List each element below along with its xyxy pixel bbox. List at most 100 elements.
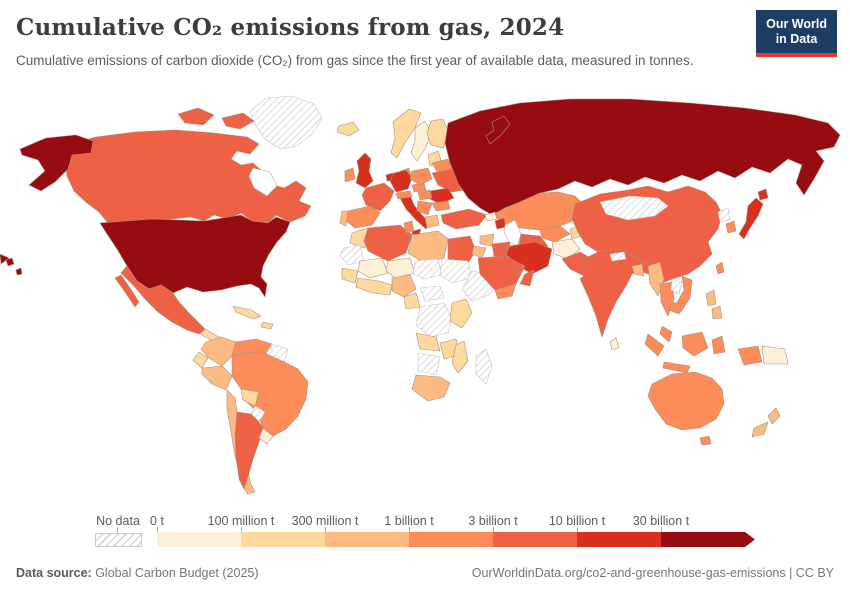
country-bangladesh[interactable] [631, 263, 645, 277]
country-australia[interactable] [647, 371, 725, 431]
country-dr-congo[interactable] [415, 302, 453, 338]
country-mozambique[interactable] [451, 340, 469, 374]
country-united-states-hawaii-1[interactable] [5, 257, 15, 267]
country-cambodia[interactable] [668, 301, 683, 315]
country-canada-arctic-1[interactable] [177, 107, 215, 126]
country-nigeria[interactable] [391, 274, 417, 298]
legend-bin[interactable] [241, 532, 325, 547]
region-kenya-tanzania[interactable] [449, 298, 473, 329]
country-uruguay[interactable] [258, 427, 274, 445]
region-balkans[interactable] [416, 200, 433, 216]
country-france[interactable] [361, 182, 395, 212]
country-chad[interactable] [412, 258, 443, 280]
country-germany[interactable] [389, 169, 413, 193]
owid-logo[interactable]: Our World in Data [756, 10, 837, 57]
country-egypt[interactable] [447, 235, 477, 264]
country-south-africa[interactable] [411, 374, 451, 402]
country-syria[interactable] [479, 233, 495, 247]
country-mexico-baja[interactable] [114, 274, 140, 308]
country-norway[interactable] [390, 108, 422, 159]
legend-bin[interactable] [577, 532, 661, 547]
country-laos[interactable] [670, 278, 683, 295]
country-sri-lanka[interactable] [609, 337, 620, 351]
country-spain[interactable] [343, 205, 381, 229]
country-uzbekistan[interactable] [539, 225, 571, 243]
country-poland[interactable] [409, 167, 433, 186]
country-vietnam[interactable] [675, 275, 693, 313]
country-finland[interactable] [426, 118, 450, 149]
country-greenland[interactable] [249, 95, 323, 150]
country-nepal[interactable] [609, 251, 627, 262]
country-portugal[interactable] [339, 210, 349, 227]
region-austria-switzerland[interactable] [395, 190, 413, 200]
country-argentina[interactable] [234, 411, 264, 490]
country-oman[interactable] [519, 269, 535, 287]
country-niger[interactable] [385, 257, 416, 279]
country-united-kingdom[interactable] [355, 152, 374, 189]
country-central-african-republic[interactable] [419, 285, 445, 302]
country-madagascar[interactable] [475, 348, 493, 385]
country-russia-chukotka-wrap[interactable] [0, 253, 10, 265]
country-philippines-luzon[interactable] [705, 289, 717, 307]
region-jordan-israel[interactable] [471, 245, 487, 259]
country-canada-arctic-2[interactable] [221, 112, 255, 130]
country-united-states-alaska[interactable] [19, 134, 94, 192]
country-afghanistan[interactable] [551, 238, 581, 260]
country-new-zealand-south[interactable] [751, 421, 769, 438]
country-greece[interactable] [424, 214, 440, 229]
country-peru[interactable] [201, 365, 233, 391]
country-algeria[interactable] [363, 224, 413, 262]
country-papua-new-guinea[interactable] [761, 345, 789, 365]
legend-bin[interactable] [325, 532, 409, 547]
legend-bin[interactable] [661, 532, 755, 547]
owid-link[interactable]: OurWorldinData.org/co2-and-greenhouse-ga… [471, 566, 834, 580]
country-australia-tasmania[interactable] [699, 435, 712, 446]
country-sudan[interactable] [439, 258, 473, 284]
country-sweden[interactable] [410, 120, 432, 162]
region-namibia-botswana[interactable] [417, 352, 441, 376]
country-malaysia[interactable] [659, 325, 673, 343]
country-mali[interactable] [357, 257, 389, 279]
region-western-sahara-mauritania[interactable] [339, 244, 365, 266]
region-west-africa-coast[interactable] [355, 277, 393, 296]
country-turkey[interactable] [440, 208, 488, 230]
country-indonesia-borneo[interactable] [681, 331, 709, 357]
legend-bin[interactable] [493, 532, 577, 547]
country-north-korea[interactable] [717, 207, 731, 223]
country-india[interactable] [579, 248, 653, 338]
country-yemen[interactable] [494, 283, 517, 300]
region-gulf-states[interactable] [513, 265, 525, 275]
country-philippines-mindanao[interactable] [711, 305, 723, 320]
region-georgia-armenia[interactable] [484, 211, 498, 222]
country-united-states[interactable] [99, 214, 291, 298]
country-japan[interactable] [738, 197, 764, 240]
country-indonesia-west-papua[interactable] [737, 345, 763, 366]
legend-bin[interactable] [157, 532, 241, 547]
country-taiwan[interactable] [715, 261, 725, 275]
country-azerbaijan[interactable] [494, 217, 507, 230]
country-indonesia-sumatra[interactable] [644, 333, 665, 357]
country-russia-novaya-zemlya[interactable] [485, 115, 511, 145]
country-tunisia[interactable] [403, 220, 415, 234]
country-bulgaria[interactable] [431, 200, 451, 212]
country-japan-hokkaido[interactable] [757, 188, 769, 201]
legend-bin[interactable] [409, 532, 493, 547]
country-indonesia-sulawesi[interactable] [711, 335, 726, 355]
country-iceland[interactable] [336, 121, 360, 137]
country-new-zealand-north[interactable] [767, 407, 781, 425]
country-iran[interactable] [505, 241, 553, 275]
country-indonesia-java[interactable] [662, 361, 691, 374]
country-libya[interactable] [407, 230, 449, 264]
country-russia[interactable] [444, 98, 841, 216]
country-cuba[interactable] [232, 305, 262, 320]
country-angola[interactable] [415, 332, 441, 352]
country-ireland[interactable] [344, 167, 356, 183]
region-hispaniola[interactable] [260, 321, 274, 330]
country-colombia[interactable] [200, 336, 237, 367]
country-hungary[interactable] [417, 189, 433, 201]
country-united-states-hawaii-2[interactable] [15, 267, 23, 276]
region-senegal-guinea[interactable] [341, 267, 359, 284]
no-data-swatch[interactable] [95, 533, 142, 547]
country-south-korea[interactable] [725, 220, 737, 234]
country-mongolia[interactable] [599, 195, 669, 221]
